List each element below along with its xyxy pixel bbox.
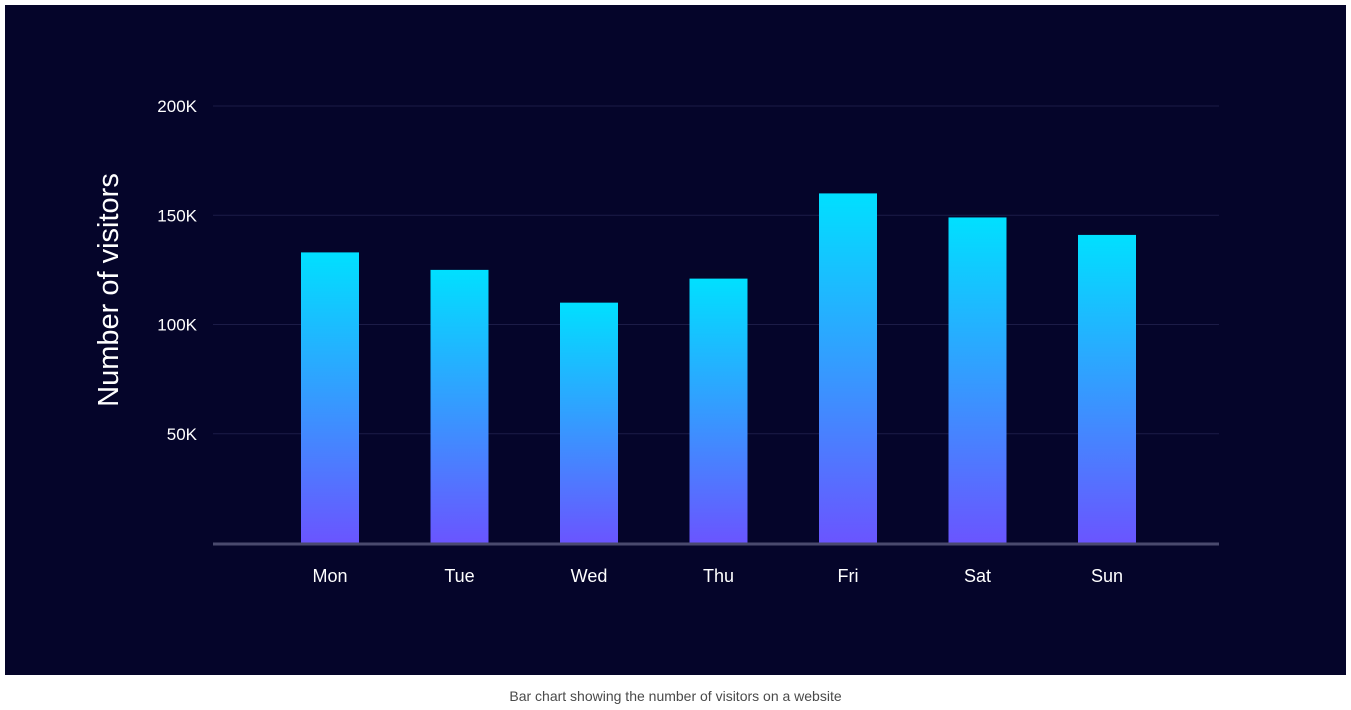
bar-wed bbox=[560, 302, 618, 543]
bar-sun bbox=[1078, 234, 1136, 544]
y-tick-label: 100K bbox=[157, 316, 197, 335]
x-tick-label: Fri bbox=[838, 566, 859, 586]
x-tick-label: Mon bbox=[312, 566, 347, 586]
y-axis-label: Number of visitors bbox=[93, 173, 125, 407]
y-axis-tick-labels: 50K 100K 150K 200K bbox=[157, 97, 197, 444]
chart-panel: 50K 100K 150K 200K Mon Tue Wed Thu Fri Sat Sun Nu… bbox=[5, 5, 1346, 675]
x-tick-label: Sun bbox=[1091, 566, 1123, 586]
x-tick-label: Sat bbox=[964, 566, 991, 586]
y-tick-label: 150K bbox=[157, 206, 197, 225]
bars bbox=[301, 193, 1136, 544]
bar-tue bbox=[430, 269, 489, 543]
x-axis-tick-labels: Mon Tue Wed Thu Fri Sat Sun bbox=[312, 566, 1123, 586]
bar-chart: 50K 100K 150K 200K Mon Tue Wed Thu Fri Sat Sun Nu… bbox=[93, 97, 1219, 586]
bar-mon bbox=[301, 252, 359, 543]
bar-sat bbox=[948, 217, 1007, 543]
x-tick-label: Tue bbox=[444, 566, 474, 586]
x-tick-label: Thu bbox=[703, 566, 734, 586]
y-tick-label: 50K bbox=[167, 425, 198, 444]
bar-fri bbox=[819, 193, 877, 543]
figure-caption: Bar chart showing the number of visitors… bbox=[509, 688, 842, 704]
x-tick-label: Wed bbox=[571, 566, 608, 586]
bar-thu bbox=[689, 278, 748, 543]
y-tick-label: 200K bbox=[157, 97, 197, 116]
